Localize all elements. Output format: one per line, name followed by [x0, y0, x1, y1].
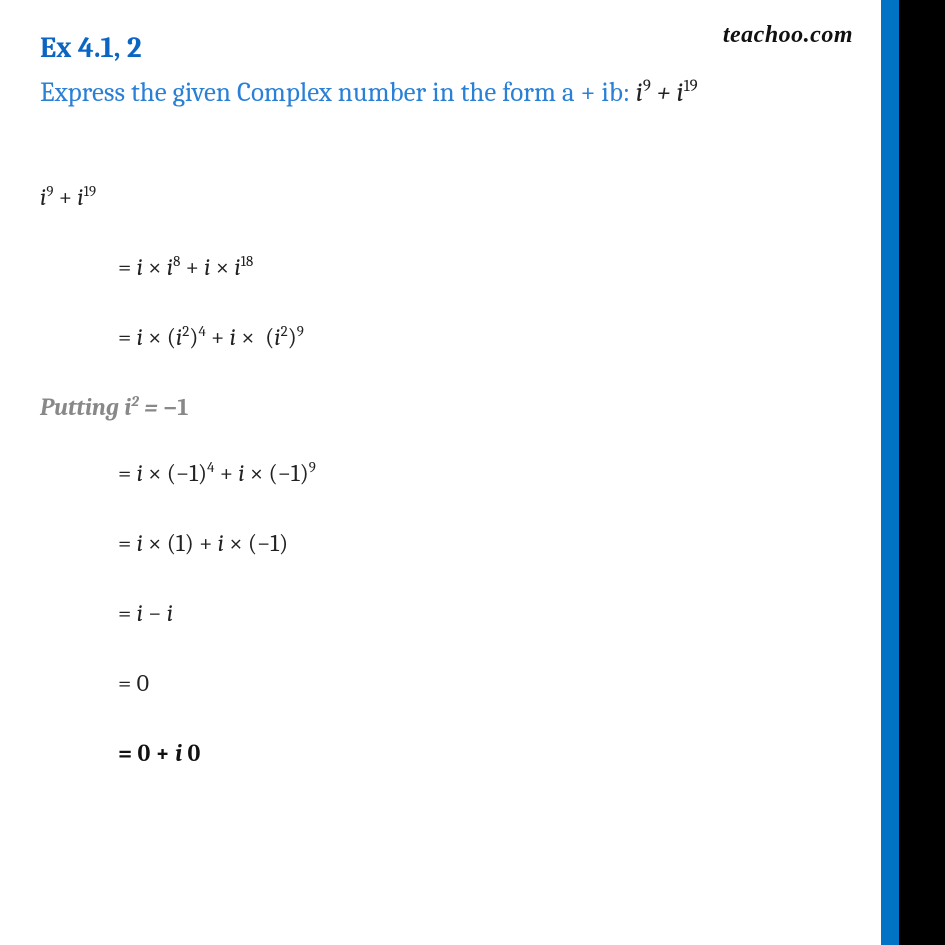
- final-answer: = 0 + i 0: [118, 739, 871, 767]
- solution-line-2: = i × i8 + i × i18: [118, 253, 871, 281]
- question-text: Express the given Complex number in the …: [40, 75, 871, 111]
- document-page: teachoo.com Ex 4.1, 2 Express the given …: [0, 0, 899, 945]
- watermark-logo: teachoo.com: [723, 22, 853, 49]
- solution-line-7: = 0: [118, 669, 871, 697]
- question-expression: i9 + i19: [636, 77, 698, 108]
- solution-line-1: i9 + i19: [40, 183, 871, 211]
- substitution-note: Putting i2 = −1: [40, 393, 871, 421]
- solution-line-6: = i − i: [118, 599, 871, 627]
- question-prefix: Express the given Complex number in the …: [40, 77, 636, 108]
- right-blue-strip: [881, 0, 899, 945]
- solution-line-3: = i × (i2)4 + i × (i2)9: [118, 323, 871, 351]
- solution-line-4: = i × (−1)4 + i × (−1)9: [118, 459, 871, 487]
- solution-line-5: = i × (1) + i × (−1): [118, 529, 871, 557]
